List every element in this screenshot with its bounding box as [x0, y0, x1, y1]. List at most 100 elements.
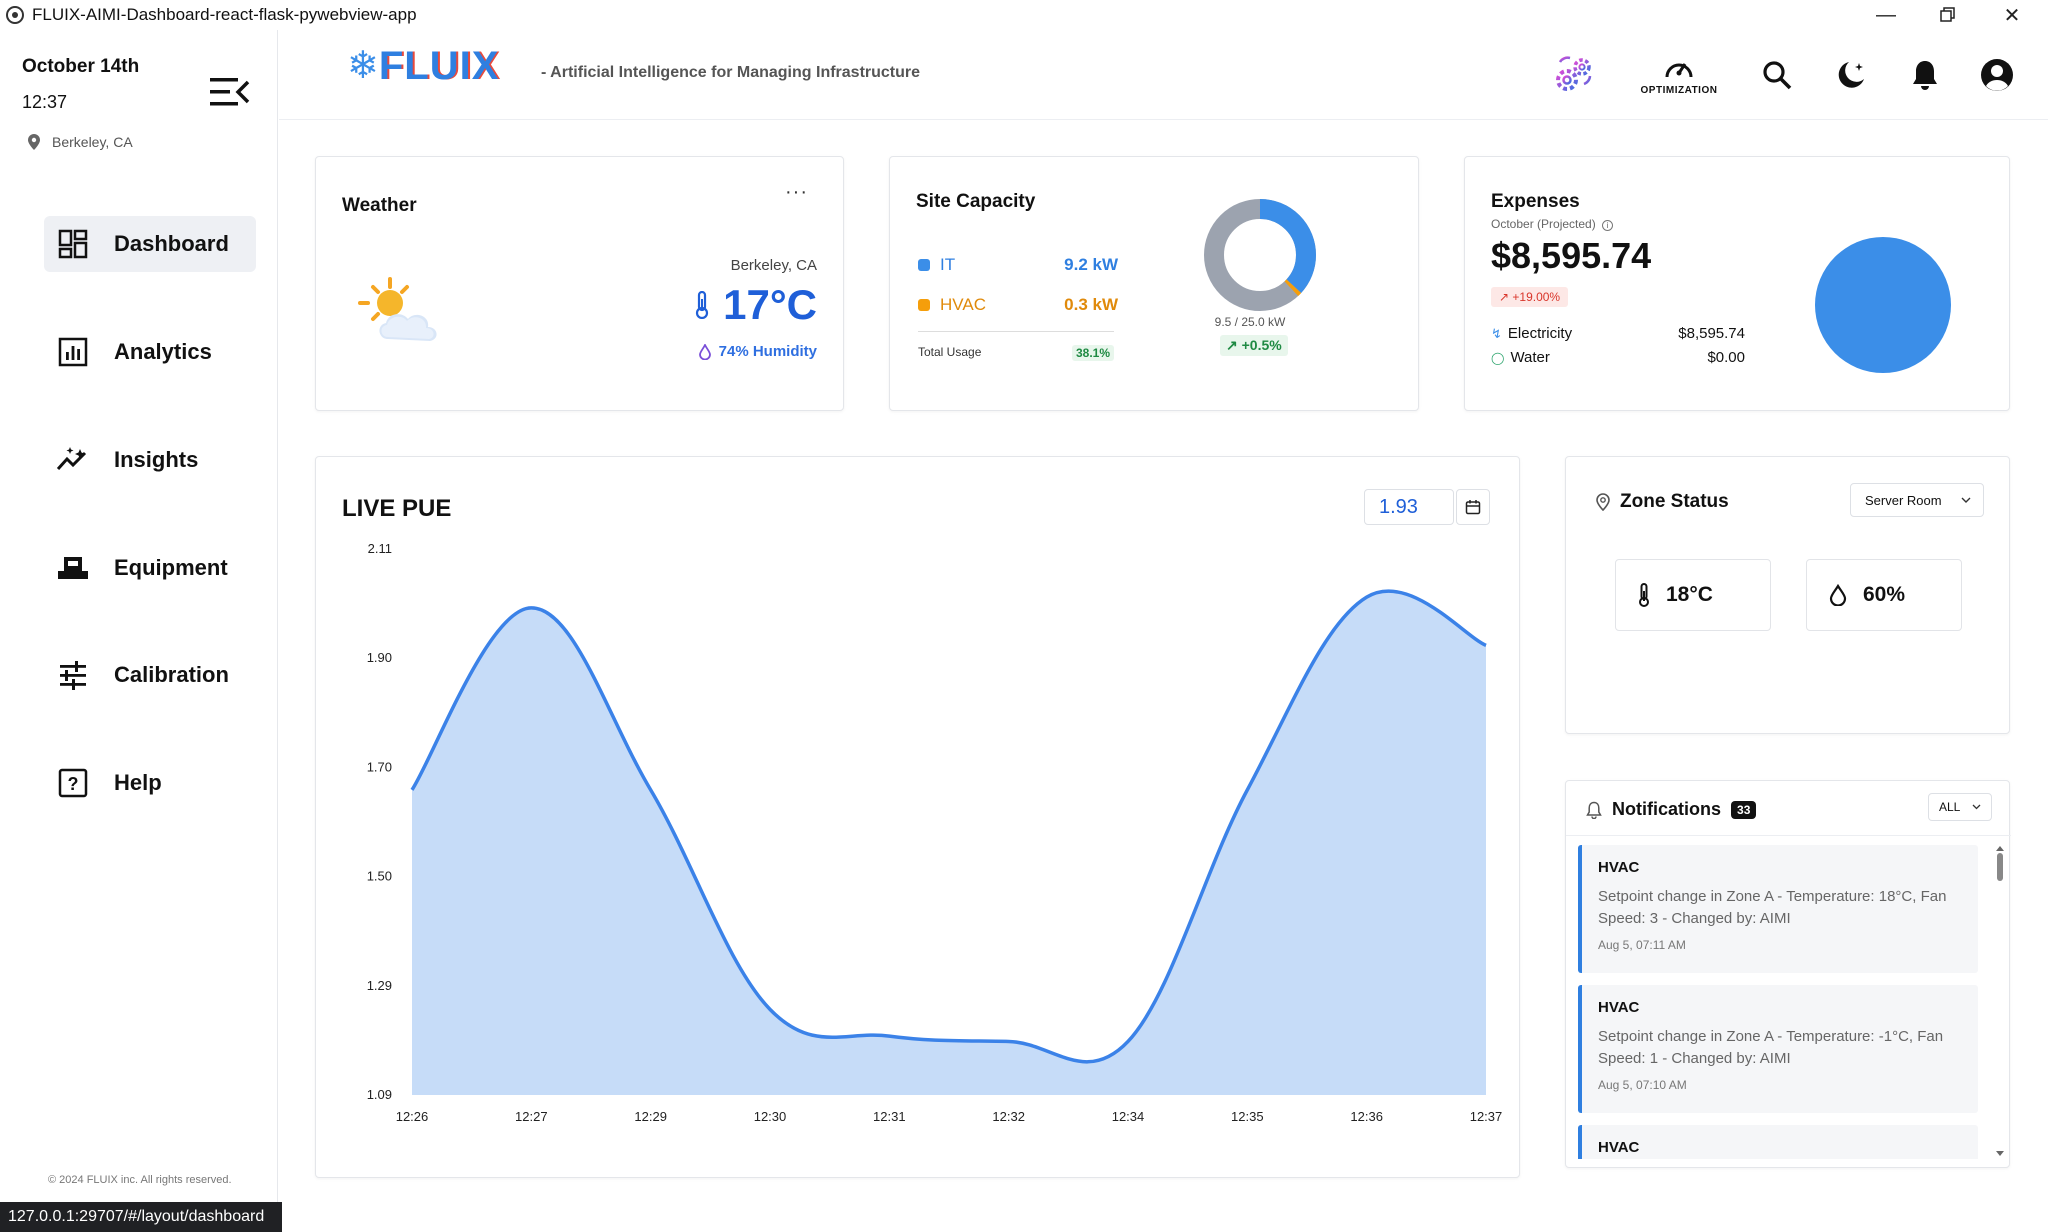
zone-select-dropdown[interactable]: Server Room [1850, 483, 1984, 517]
notifications-divider [1566, 835, 2011, 836]
sidebar-item-help[interactable]: ? Help [44, 755, 256, 811]
it-legend-dot [918, 259, 930, 271]
window-title: FLUIX-AIMI-Dashboard-react-flask-pywebvi… [32, 5, 417, 24]
menu-collapse-button[interactable] [208, 74, 250, 110]
sidebar-location-text: Berkeley, CA [52, 134, 133, 150]
pue-title: LIVE PUE [342, 495, 452, 522]
notifications-filter-value: ALL [1939, 800, 1961, 814]
ai-settings-button[interactable] [1549, 50, 1599, 100]
menu-collapse-icon [210, 78, 250, 106]
snowflake-icon: ❄ [347, 45, 379, 87]
notifications-count-badge: 33 [1731, 801, 1757, 820]
capacity-donut-chart [1204, 199, 1316, 311]
user-profile-button[interactable] [1977, 50, 2017, 100]
sidebar-item-insights[interactable]: Insights [44, 432, 256, 488]
optimization-button[interactable]: OPTIMIZATION [1634, 50, 1724, 100]
expenses-pie-chart [1815, 237, 1951, 373]
pue-y-tick-label: 1.90 [367, 650, 392, 665]
weather-temperature-value: 17°C [723, 281, 817, 328]
notification-item[interactable]: HVAC [1578, 1125, 1978, 1159]
scroll-up-arrow-icon[interactable] [1996, 845, 2004, 851]
pue-x-tick-label: 12:29 [634, 1109, 667, 1124]
expense-electricity-row: ↯ Electricity $8,595.74 [1491, 325, 1745, 342]
notification-title: HVAC [1598, 999, 1640, 1016]
sidebar-item-calibration[interactable]: Calibration [44, 647, 256, 703]
map-pin-icon [1596, 493, 1610, 511]
info-icon[interactable]: i [1602, 220, 1614, 231]
sidebar-item-label: Insights [114, 447, 199, 472]
sidebar-item-equipment[interactable]: Equipment [44, 540, 256, 596]
notifications-button[interactable] [1905, 50, 1945, 100]
pue-y-tick-label: 1.09 [367, 1087, 392, 1102]
notification-time: Aug 5, 07:10 AM [1598, 1078, 1687, 1092]
zone-temperature-value: 18°C [1666, 583, 1713, 606]
window-titlebar: FLUIX-AIMI-Dashboard-react-flask-pywebvi… [0, 0, 2048, 30]
site-capacity-card: Site Capacity IT 9.2 kW HVAC 0.3 kW Tota… [889, 156, 1419, 411]
pue-area-chart: 2.11 1.90 1.70 1.50 1.29 1.09 12:26 12:27 12:29 1… [367, 541, 1503, 1124]
minimize-button[interactable]: — [1876, 3, 1896, 26]
zone-humidity-value: 60% [1863, 583, 1906, 606]
capacity-usage-text: 9.5 / 25.0 kW [1214, 315, 1286, 329]
pue-x-tick-label: 12:27 [515, 1109, 548, 1124]
pue-x-tick-label: 12:36 [1350, 1109, 1383, 1124]
capacity-it-row: IT 9.2 kW [918, 255, 1118, 275]
capacity-total-row: Total Usage 38.1% [918, 345, 1114, 361]
electricity-value: $8,595.74 [1678, 325, 1745, 342]
electricity-label-wrap: ↯ Electricity [1491, 325, 1572, 342]
pue-x-tick-label: 12:34 [1112, 1109, 1145, 1124]
header-tagline: - Artificial Intelligence for Managing I… [541, 64, 921, 81]
moon-stars-icon [1838, 62, 1864, 88]
calendar-icon [1465, 500, 1481, 515]
weather-humidity-value: 74% Humidity [718, 343, 817, 360]
pue-y-tick-label: 1.29 [367, 978, 392, 993]
pue-y-tick-label: 1.50 [367, 869, 392, 884]
expenses-change-badge: ↗ +19.00% [1491, 287, 1569, 307]
notifications-filter-dropdown[interactable]: ALL [1928, 793, 1992, 821]
it-label: IT [940, 255, 956, 274]
user-avatar-icon [1981, 59, 2013, 91]
expenses-amount: $8,595.74 [1491, 235, 1652, 276]
notifications-title: Notifications [1612, 799, 1722, 819]
pue-area-fill [412, 591, 1486, 1095]
expenses-title: Expenses [1491, 191, 1580, 212]
pue-x-tick-label: 12:31 [873, 1109, 906, 1124]
notification-item[interactable]: HVAC Setpoint change in Zone A - Tempera… [1578, 845, 1978, 973]
search-icon [1763, 61, 1792, 90]
chevron-down-icon [1972, 804, 1981, 810]
pue-current-value[interactable]: 1.93 [1364, 489, 1454, 525]
notification-item[interactable]: HVAC Setpoint change in Zone A - Tempera… [1578, 985, 1978, 1113]
speedometer-icon [1665, 62, 1693, 77]
expenses-card: Expenses October (Projected) i $8,595.74… [1464, 156, 2010, 411]
notifications-scrollbar[interactable] [1996, 845, 2004, 1159]
search-button[interactable] [1757, 50, 1797, 100]
help-icon: ? [56, 766, 90, 800]
scrollbar-thumb[interactable] [1997, 853, 2003, 881]
app-header: ❄ FLUIX - Artificial Intelligence for Ma… [279, 30, 2048, 120]
weather-more-button[interactable]: ··· [785, 181, 808, 203]
analytics-icon [56, 335, 90, 369]
bell-outline-icon [1586, 801, 1602, 819]
scroll-down-arrow-icon[interactable] [1996, 1151, 2004, 1157]
sidebar-item-dashboard[interactable]: Dashboard [44, 216, 256, 272]
pue-x-tick-label: 12:37 [1470, 1109, 1503, 1124]
notifications-list[interactable]: HVAC Setpoint change in Zone A - Tempera… [1578, 845, 1992, 1159]
notifications-title-row: Notifications 33 [1612, 799, 1757, 820]
notification-title: HVAC [1598, 859, 1640, 876]
sidebar-item-label: Calibration [114, 662, 229, 687]
fluix-logo[interactable]: ❄ FLUIX [347, 46, 499, 86]
pue-x-tick-label: 12:30 [754, 1109, 787, 1124]
expenses-subtitle: October (Projected) i [1491, 217, 1614, 231]
pue-date-picker-button[interactable] [1456, 489, 1490, 525]
gears-icon [1556, 56, 1592, 91]
pue-y-tick-label: 2.11 [368, 541, 392, 556]
dark-mode-toggle[interactable] [1831, 50, 1871, 100]
water-label-wrap: ◯ Water [1491, 349, 1550, 366]
app-icon [6, 6, 24, 24]
close-window-button[interactable]: ✕ [2003, 4, 2021, 27]
zone-selected-value: Server Room [1865, 492, 1942, 508]
sidebar-item-analytics[interactable]: Analytics [44, 324, 256, 380]
weather-temperature: 17°C [695, 281, 817, 329]
total-usage-percent: 38.1% [1071, 345, 1114, 361]
restore-button[interactable] [1918, 0, 1978, 30]
weather-humidity: 74% Humidity [698, 343, 817, 360]
